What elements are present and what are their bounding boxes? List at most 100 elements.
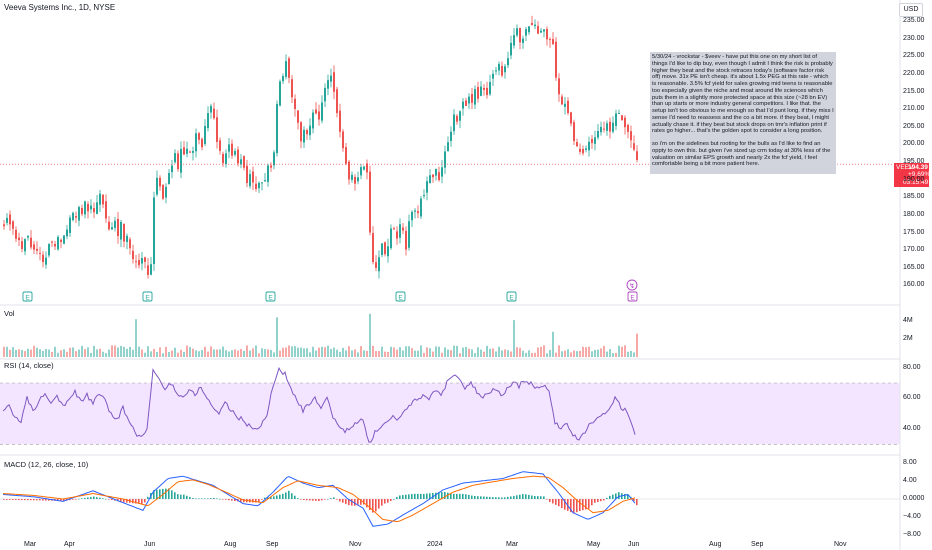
candle-body bbox=[282, 76, 284, 82]
volume-bar bbox=[201, 349, 203, 357]
volume-bar bbox=[468, 348, 470, 357]
macd-histogram-bar bbox=[444, 492, 446, 499]
candle-body bbox=[540, 30, 542, 33]
volume-bar bbox=[228, 351, 230, 357]
macd-histogram-bar bbox=[207, 498, 209, 500]
macd-histogram-bar bbox=[186, 495, 188, 499]
macd-histogram-bar bbox=[303, 499, 305, 501]
macd-histogram-bar bbox=[471, 495, 473, 499]
candle-body bbox=[117, 218, 119, 237]
macd-histogram-bar bbox=[90, 496, 92, 499]
macd-histogram-bar bbox=[429, 493, 431, 499]
candle-body bbox=[618, 112, 620, 114]
candle-body bbox=[339, 110, 341, 132]
earnings-marker[interactable]: E bbox=[142, 291, 153, 302]
macd-histogram-bar bbox=[42, 499, 44, 501]
badge-symbol: VEEV bbox=[896, 164, 914, 171]
candle-body bbox=[501, 65, 503, 76]
price-tick-label: 165.00 bbox=[903, 263, 925, 271]
candle-body bbox=[213, 108, 215, 119]
macd-histogram-bar bbox=[597, 499, 599, 503]
candle-body bbox=[273, 152, 275, 166]
candle-body bbox=[510, 42, 512, 56]
macd-histogram-bar bbox=[339, 499, 341, 502]
macd-histogram-bar bbox=[279, 494, 281, 499]
macd-histogram-bar bbox=[360, 499, 362, 505]
volume-bar bbox=[54, 346, 56, 357]
x-axis-label: Apr bbox=[64, 541, 75, 548]
macd-histogram-bar bbox=[285, 492, 287, 499]
volume-bar bbox=[21, 349, 23, 357]
volume-bar bbox=[27, 348, 29, 357]
earnings-marker-box bbox=[627, 291, 638, 302]
macd-histogram-bar bbox=[396, 496, 398, 499]
price-tick-label: 220.00 bbox=[903, 69, 925, 77]
macd-histogram-bar bbox=[267, 497, 269, 499]
candle-body bbox=[204, 126, 206, 144]
candle-body bbox=[456, 115, 458, 122]
volume-bar bbox=[330, 348, 332, 357]
candle-body bbox=[429, 175, 431, 184]
earnings-marker[interactable]: E bbox=[265, 291, 276, 302]
candle-body bbox=[417, 211, 419, 214]
price-tick-label: 235.00 bbox=[903, 17, 925, 25]
dividend-marker[interactable]: ↯ bbox=[626, 279, 638, 291]
macd-histogram-bar bbox=[363, 499, 365, 505]
volume-bar bbox=[123, 346, 125, 357]
macd-histogram-bar bbox=[492, 497, 494, 499]
candle-body bbox=[612, 122, 614, 132]
volume-bar bbox=[108, 349, 110, 357]
macd-histogram-bar bbox=[3, 499, 5, 500]
earnings-marker[interactable]: E bbox=[627, 291, 638, 302]
candle-body bbox=[585, 148, 587, 150]
currency-button[interactable]: USD bbox=[899, 3, 923, 17]
volume-bar bbox=[615, 352, 617, 357]
volume-bar bbox=[597, 349, 599, 357]
macd-histogram-bar bbox=[258, 499, 260, 503]
volume-bar bbox=[480, 349, 482, 357]
macd-histogram-bar bbox=[414, 493, 416, 499]
volume-bar bbox=[351, 350, 353, 357]
candle-body bbox=[579, 148, 581, 152]
candle-body bbox=[588, 141, 590, 151]
volume-bar bbox=[132, 349, 134, 357]
candle-body bbox=[342, 131, 344, 149]
candle-body bbox=[168, 173, 170, 185]
macd-histogram-bar bbox=[270, 496, 272, 499]
candle-body bbox=[78, 207, 80, 221]
volume-bar bbox=[621, 346, 623, 357]
earnings-marker-box bbox=[395, 291, 406, 302]
macd-histogram-bar bbox=[99, 497, 101, 499]
event-markers[interactable]: E E E E E E ↯ bbox=[22, 279, 638, 302]
earnings-marker[interactable]: E bbox=[506, 291, 517, 302]
volume-bar bbox=[87, 347, 89, 357]
macd-histogram-bar bbox=[252, 499, 254, 503]
candle-body bbox=[567, 100, 569, 114]
macd-histogram-bar bbox=[300, 499, 302, 500]
volume-bar bbox=[636, 333, 638, 357]
volume-bar bbox=[327, 345, 329, 357]
macd-histogram-bar bbox=[387, 499, 389, 503]
volume-bar bbox=[48, 349, 50, 357]
volume-bar bbox=[45, 348, 47, 357]
macd-histogram-bar bbox=[417, 493, 419, 499]
candle-body bbox=[408, 221, 410, 248]
earnings-marker[interactable]: E bbox=[395, 291, 406, 302]
price-tick-label: 190.00 bbox=[903, 175, 925, 183]
macd-histogram-bar bbox=[222, 499, 224, 500]
candle-body bbox=[93, 208, 95, 213]
volume-bar bbox=[582, 346, 584, 357]
price-tick-label: 210.00 bbox=[903, 105, 925, 113]
volume-bar bbox=[204, 346, 206, 357]
candle-body bbox=[516, 28, 518, 36]
candle-body bbox=[363, 166, 365, 170]
macd-histogram-bar bbox=[33, 499, 35, 501]
macd-histogram-bar bbox=[522, 494, 524, 499]
price-tick-label: 205.00 bbox=[903, 122, 925, 130]
macd-histogram-bar bbox=[96, 497, 98, 499]
candle-body bbox=[309, 125, 311, 136]
volume-bar bbox=[372, 345, 374, 357]
macd-histogram-bar bbox=[576, 499, 578, 513]
candle-body bbox=[177, 153, 179, 170]
earnings-marker[interactable]: E bbox=[22, 291, 33, 302]
